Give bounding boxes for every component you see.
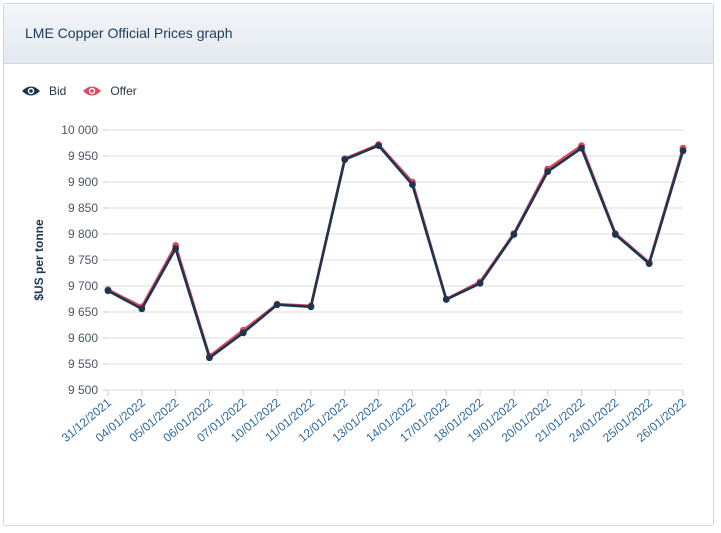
y-tick-label: 9 950 (68, 149, 98, 163)
y-tick-label: 9 700 (68, 279, 98, 293)
y-tick-label: 9 850 (68, 201, 98, 215)
data-point-bid (375, 142, 382, 150)
chart-card: LME Copper Official Prices graph (3, 3, 714, 526)
eye-icon (83, 86, 102, 96)
data-point-bid (645, 260, 653, 268)
y-tick-label: 9 500 (68, 383, 98, 397)
legend: Bid Offer (21, 84, 153, 98)
data-point-bid (172, 245, 180, 252)
legend-label-offer: Offer (110, 84, 137, 98)
data-point-bid (611, 231, 619, 238)
data-point-bid (341, 156, 349, 164)
data-point-bid (239, 329, 247, 337)
y-tick-label: 9 800 (68, 227, 98, 241)
card-header: LME Copper Official Prices graph (4, 4, 713, 64)
data-point-bid (307, 303, 315, 311)
y-tick-label: 9 650 (68, 305, 98, 319)
legend-label-bid: Bid (49, 84, 67, 98)
legend-item-offer[interactable]: Offer (82, 84, 137, 98)
eye-icon (22, 86, 40, 96)
data-point-bid (578, 144, 585, 152)
data-point-bid (409, 181, 416, 189)
y-tick-label: 9 550 (68, 357, 98, 371)
data-point-bid (273, 301, 281, 309)
data-point-bid (476, 280, 484, 287)
series-line-offer (107, 143, 685, 358)
legend-item-bid[interactable]: Bid (21, 84, 66, 98)
series-line-bid (107, 144, 685, 360)
y-tick-label: 9 750 (68, 253, 98, 267)
data-point-bid (104, 287, 112, 295)
data-point-bid (679, 147, 687, 155)
data-point-bid (544, 168, 552, 176)
y-tick-label: 9 900 (68, 175, 98, 189)
card-title: LME Copper Official Prices graph (25, 25, 233, 41)
y-tick-label: 10 000 (61, 123, 98, 137)
y-tick-label: 9 600 (68, 331, 98, 345)
data-point-bid (138, 305, 146, 313)
y-axis-title: $US per tonne (32, 219, 46, 301)
data-point-bid (510, 231, 518, 238)
data-point-bid (442, 296, 450, 303)
data-point-bid (206, 354, 213, 362)
